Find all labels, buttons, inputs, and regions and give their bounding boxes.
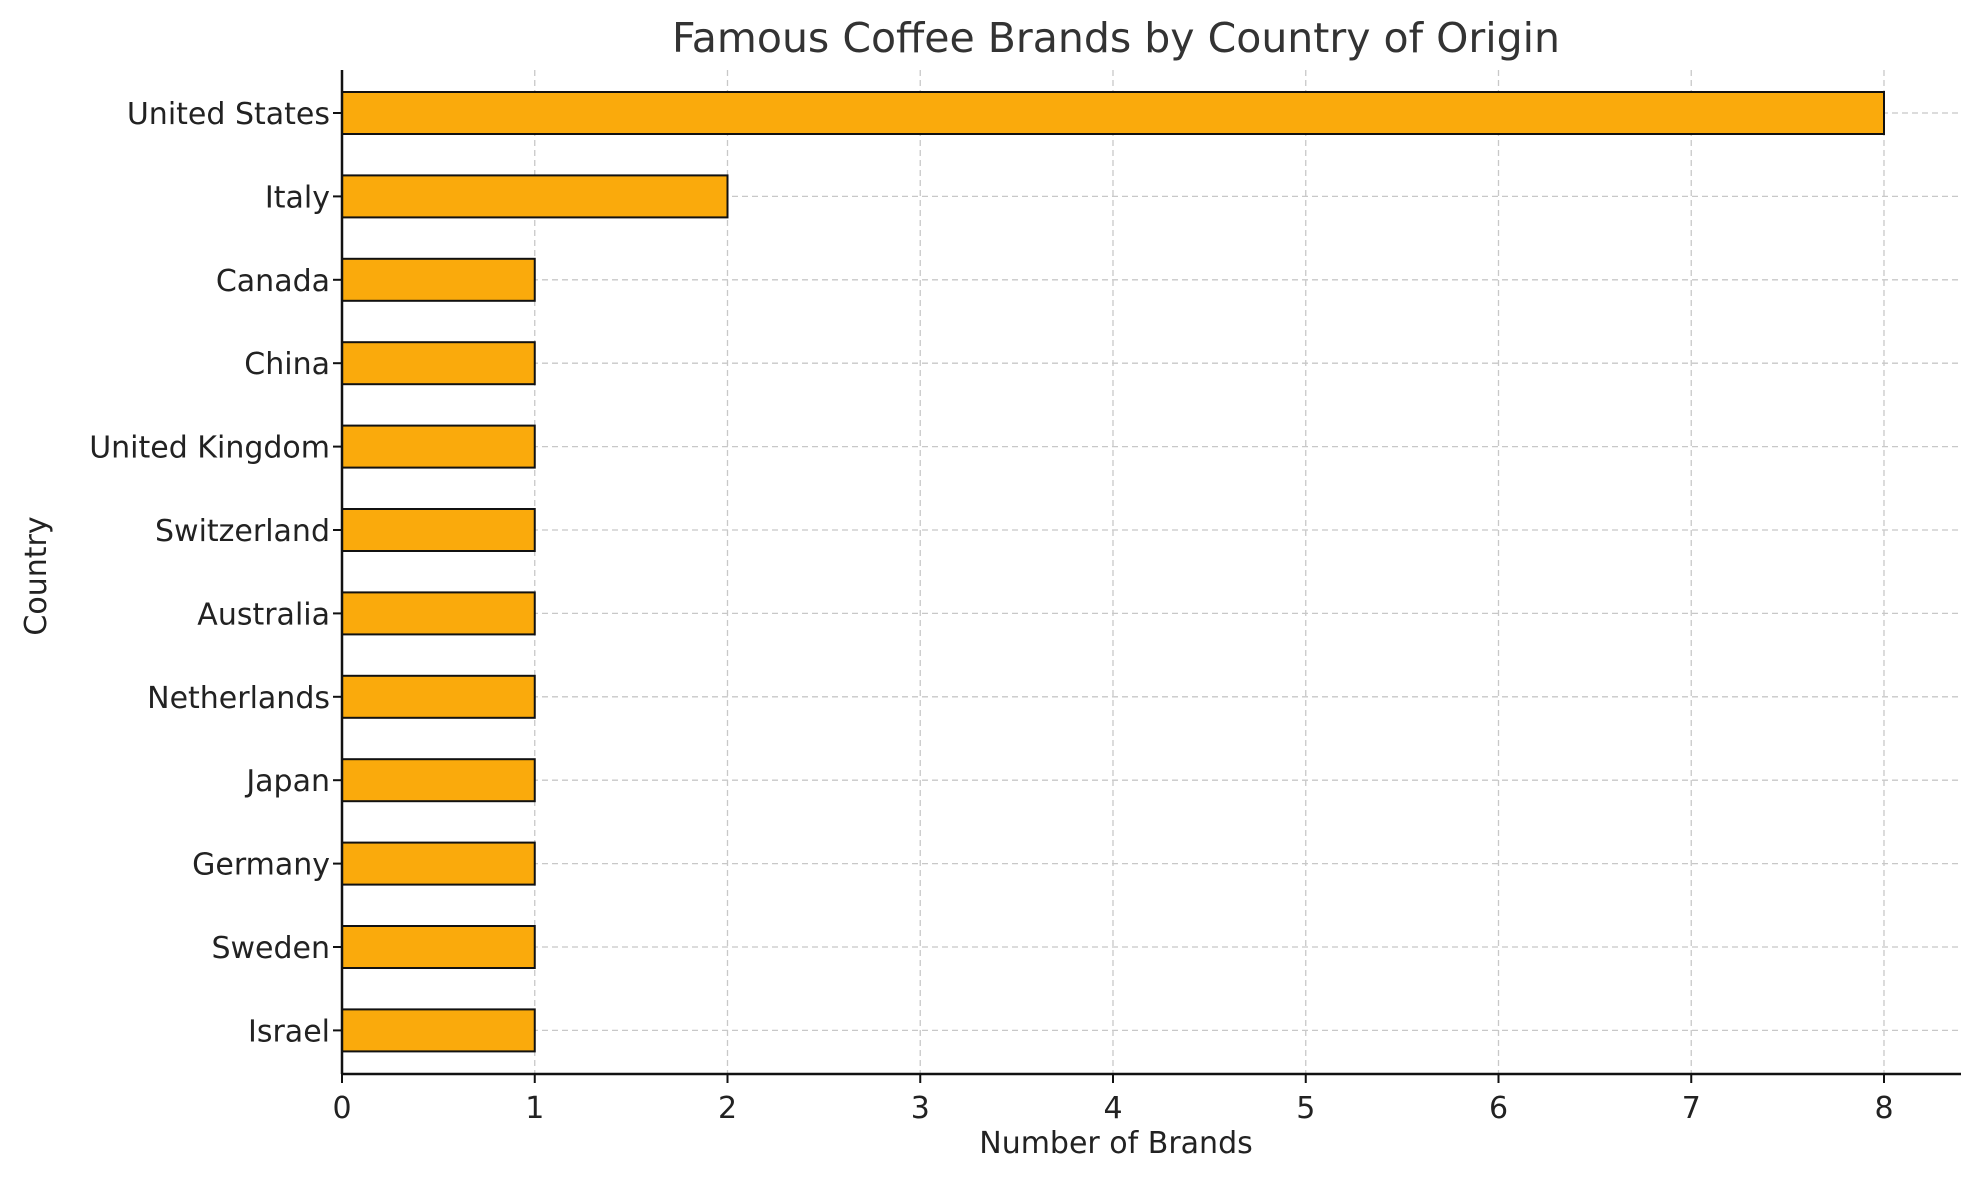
bar-sweden <box>341 925 536 969</box>
bar-japan <box>341 758 536 803</box>
y-tick-label: Sweden <box>211 931 330 966</box>
y-tick-label: Germany <box>192 848 330 883</box>
grid <box>341 70 1961 1074</box>
x-tick-label: 5 <box>1296 1091 1315 1126</box>
bar-israel <box>341 1008 536 1053</box>
bar-united-states <box>341 91 1885 135</box>
x-tick-label: 4 <box>1103 1091 1122 1126</box>
bar-united-kingdom <box>341 424 536 469</box>
bar-switzerland <box>341 508 536 552</box>
y-tick-label: Australia <box>197 597 330 632</box>
y-tick-label: Netherlands <box>147 681 330 716</box>
bar-netherlands <box>341 674 536 719</box>
bars <box>341 91 1885 1053</box>
x-tick-label: 7 <box>1682 1091 1701 1126</box>
x-tick-label: 6 <box>1489 1091 1508 1126</box>
x-tick-label: 1 <box>525 1091 544 1126</box>
x-tick-label: 0 <box>332 1091 351 1126</box>
axes <box>340 70 1961 1076</box>
y-tick-label: Japan <box>244 764 330 799</box>
y-tick-label: China <box>244 347 330 382</box>
bar-italy <box>341 174 729 219</box>
bar-china <box>341 341 536 386</box>
x-tick-label: 2 <box>718 1091 737 1126</box>
x-tick-label: 3 <box>911 1091 930 1126</box>
y-tick-label: Switzerland <box>155 514 330 549</box>
bar-canada <box>341 257 536 302</box>
y-tick-label: United States <box>127 97 330 132</box>
y-tick-label: Italy <box>265 180 330 215</box>
y-tick-label: United Kingdom <box>89 431 330 466</box>
x-axis-label: Number of Brands <box>979 1126 1253 1161</box>
y-tick-label: Israel <box>248 1014 330 1049</box>
x-tick-label: 8 <box>1874 1091 1893 1126</box>
bar-australia <box>341 591 536 636</box>
bar-germany <box>341 841 536 886</box>
y-tick-label: Canada <box>216 264 330 299</box>
ticks: 0 1 2 3 4 5 6 7 8 United States Italy Canada China Un… <box>89 97 1893 1126</box>
chart-title: Famous Coffee Brands by Country of Origi… <box>672 14 1560 62</box>
y-axis-label: Country <box>19 516 54 635</box>
